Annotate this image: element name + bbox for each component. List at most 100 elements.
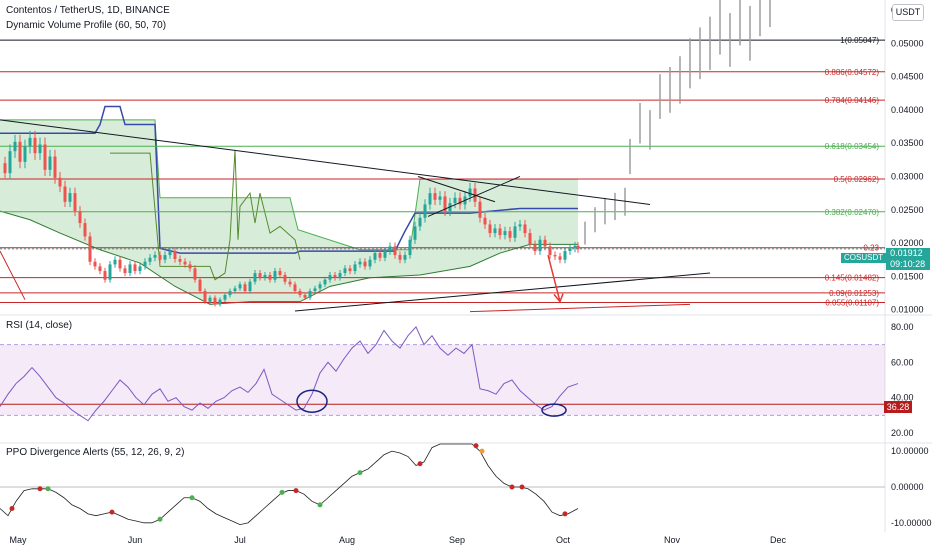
- candle-body: [428, 193, 432, 205]
- candle-body: [98, 266, 102, 272]
- candle-body: [433, 193, 437, 200]
- ppo-signal-dot: [189, 495, 195, 501]
- candle-body: [303, 295, 307, 298]
- candle-body: [43, 144, 47, 170]
- candle-body: [523, 224, 527, 234]
- candle-body: [253, 273, 257, 282]
- candle-body: [123, 268, 127, 274]
- down-arrow-shaft: [547, 254, 561, 302]
- rsi-tick-label: 60.00: [891, 357, 914, 367]
- candle-body: [248, 281, 252, 292]
- ppo-signal-dot: [37, 486, 43, 492]
- price-candles: [3, 130, 580, 307]
- candle-body: [263, 275, 267, 278]
- candle-body: [48, 156, 52, 170]
- candle-body: [198, 279, 202, 292]
- value-area-low: [0, 210, 578, 305]
- candle-body: [113, 259, 117, 265]
- candle-body: [318, 284, 322, 289]
- candle-body: [218, 299, 222, 305]
- candle-body: [108, 264, 112, 280]
- ppo-signal-dot: [109, 509, 115, 515]
- candle-body: [478, 201, 482, 218]
- trendline: [469, 303, 691, 313]
- candle-body: [563, 251, 567, 260]
- candle-body: [308, 291, 312, 298]
- ppo-signal-dot: [562, 511, 568, 517]
- candle-body: [93, 261, 97, 267]
- candle-body: [413, 226, 417, 240]
- candle-body: [403, 255, 407, 260]
- fib-label: 0.382(0.02470): [825, 208, 880, 217]
- candle-body: [238, 284, 242, 289]
- point-of-control: [0, 105, 578, 254]
- ppo-signal-dot: [417, 461, 423, 467]
- fib-label: 0.5(0.02962): [834, 175, 880, 184]
- ppo-signal-dot: [293, 488, 299, 494]
- candle-body: [423, 204, 427, 218]
- ppo-signal-dot: [519, 484, 525, 490]
- candle-body: [538, 239, 542, 252]
- candle-body: [278, 271, 282, 276]
- candle-body: [373, 253, 377, 260]
- candle-body: [518, 224, 522, 227]
- ppo-signal-dot: [279, 489, 285, 495]
- candle-body: [483, 217, 487, 225]
- candle-body: [358, 261, 362, 265]
- candle-body: [558, 256, 562, 260]
- candle-body: [53, 156, 57, 178]
- price-tick-label: 0.04000: [891, 105, 924, 115]
- candle-body: [528, 233, 532, 245]
- candle-body: [548, 246, 552, 256]
- time-tick-label: Dec: [770, 535, 787, 545]
- rsi-circle-annotation: [541, 403, 567, 417]
- candle-body: [23, 146, 27, 162]
- candle-body: [18, 141, 22, 162]
- trendline: [0, 250, 26, 300]
- price-tick-label: 0.05000: [891, 38, 924, 48]
- candle-body: [268, 275, 272, 280]
- rsi-value-badge: 36.28: [884, 401, 912, 413]
- ppo-pane: [0, 443, 885, 526]
- candle-body: [213, 297, 217, 305]
- ppo-signal-dot: [9, 506, 15, 511]
- time-tick-label: Nov: [664, 535, 681, 545]
- candle-body: [343, 268, 347, 274]
- ppo-title: PPO Divergence Alerts (55, 12, 26, 9, 2): [6, 447, 185, 458]
- time-tick-label: Oct: [556, 535, 571, 545]
- fib-levels: 1(0.05047) 0.886(0.04572) 0.784(0.04146) 0.…: [0, 36, 885, 308]
- candle-body: [568, 248, 572, 252]
- rsi-title: RSI (14, close): [6, 320, 73, 331]
- candle-body: [103, 271, 107, 280]
- candle-body: [383, 251, 387, 258]
- candle-body: [3, 163, 7, 174]
- candle-body: [408, 239, 412, 256]
- candle-body: [228, 291, 232, 296]
- candle-body: [8, 151, 12, 174]
- fib-label: 0.145(0.01482): [825, 274, 880, 283]
- candle-body: [573, 245, 577, 249]
- candle-body: [353, 264, 357, 272]
- fib-label: 0.618(0.03454): [825, 142, 880, 151]
- ppo-signal-dot: [157, 516, 163, 522]
- candle-body: [258, 273, 262, 278]
- rsi-pane: [0, 325, 885, 422]
- fib-label: 0.09(0.01253): [829, 289, 879, 298]
- candle-body: [368, 259, 372, 267]
- candle-body: [288, 281, 292, 285]
- candle-body: [443, 196, 447, 212]
- price-tick-label: 0.01000: [891, 305, 924, 315]
- time-tick-label: May: [9, 535, 27, 545]
- time-tick-label: Jun: [128, 535, 143, 545]
- candle-body: [378, 253, 382, 258]
- currency-badge[interactable]: USDT: [892, 4, 924, 21]
- candle-body: [453, 197, 457, 204]
- candle-body: [323, 279, 327, 285]
- time-axis: May Jun Jul Aug Sep Oct Nov Dec: [9, 535, 786, 545]
- fib-label: 0.886(0.04572): [825, 68, 880, 77]
- ticker-label: COSUSDT: [841, 253, 887, 263]
- candle-body: [298, 291, 302, 296]
- rsi-tick-label: 20.00: [891, 428, 914, 438]
- candle-body: [393, 246, 397, 256]
